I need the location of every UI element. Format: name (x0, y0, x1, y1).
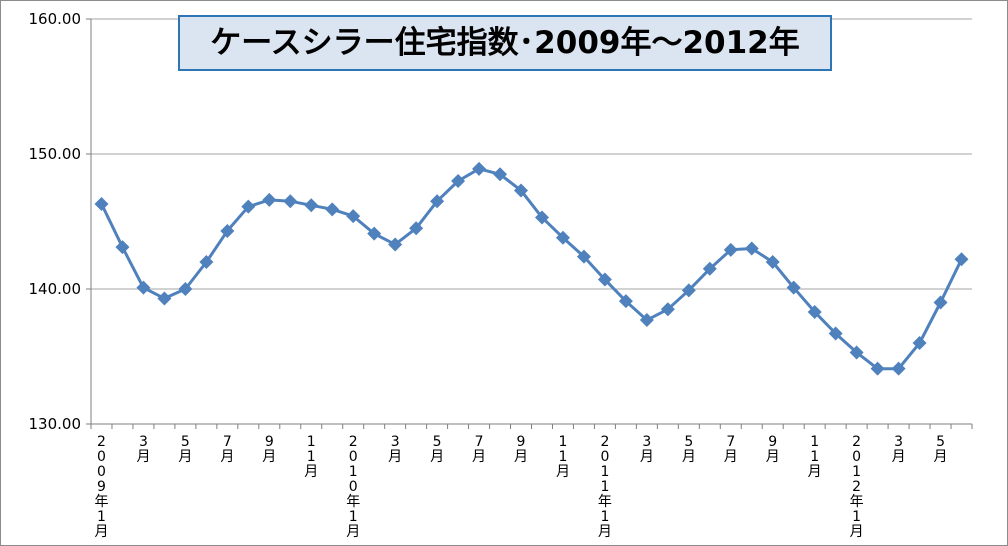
data-point (576, 249, 591, 264)
y-tick-label: 130.00 (29, 415, 82, 433)
axes (86, 18, 973, 429)
data-point (367, 226, 382, 241)
data-point (891, 361, 906, 376)
data-point (346, 209, 361, 224)
data-point (388, 237, 403, 252)
data-point (723, 242, 738, 257)
y-tick-label: 160.00 (29, 10, 82, 28)
data-point (115, 240, 130, 255)
data-point (660, 302, 675, 317)
data-point (933, 295, 948, 310)
data-point (409, 221, 424, 236)
data-point (807, 304, 822, 319)
data-point (472, 161, 487, 176)
data-point (744, 241, 759, 256)
y-tick-label: 140.00 (29, 280, 82, 298)
data-point (954, 252, 969, 267)
data-point (94, 196, 109, 211)
data-point (618, 294, 633, 309)
data-point (639, 313, 654, 328)
data-point (493, 167, 508, 182)
data-point (786, 280, 801, 295)
data-point (220, 223, 235, 238)
data-point (765, 255, 780, 269)
chart-title: ケースシラー住宅指数･2009年～2012年 (178, 15, 832, 71)
data-point (828, 326, 843, 341)
data-point (178, 282, 193, 296)
data-point (870, 361, 885, 376)
data-point (912, 336, 927, 350)
data-point-markers (94, 161, 969, 376)
data-point (534, 210, 549, 225)
data-point (199, 255, 214, 269)
data-point (514, 183, 529, 198)
data-point (283, 194, 298, 209)
y-tick-label: 150.00 (29, 145, 82, 163)
series-line-layer (100, 167, 963, 371)
data-point (262, 192, 277, 207)
data-point (325, 202, 340, 217)
x-tick-labels: 2 0 0 9 年 1 月 3 月 5 月 7 月 9 月 1 1 月 2 0 1 0 年 1 月 3 月 5 月 7 月 9 月 1 1 月 2 0 1 1… (94, 434, 947, 540)
data-point (702, 261, 717, 276)
data-point (304, 198, 319, 213)
data-point (451, 174, 466, 188)
y-tick-labels: 130.00 140.00 150.00 160.00 (29, 10, 82, 433)
series-line (100, 167, 963, 371)
data-point (136, 280, 151, 295)
data-point (430, 194, 445, 209)
data-point (241, 199, 256, 214)
data-point (849, 345, 864, 360)
data-point (681, 283, 696, 298)
data-point (555, 230, 570, 245)
data-point (157, 291, 172, 306)
data-point (597, 272, 612, 287)
